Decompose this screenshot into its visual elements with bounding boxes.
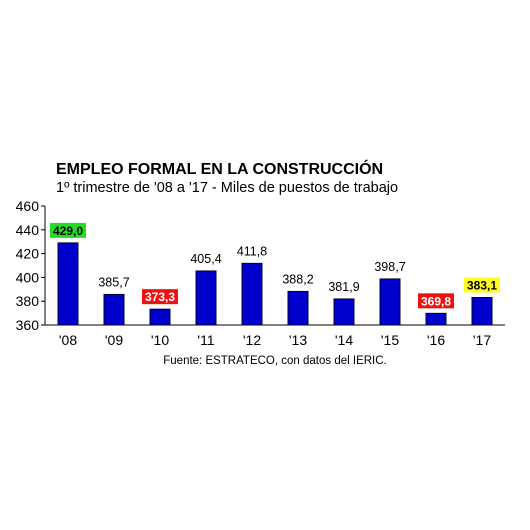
bar <box>103 293 125 326</box>
value-label-highlight <box>464 277 500 293</box>
bar <box>149 308 171 326</box>
y-tick-label: 400 <box>16 269 40 285</box>
x-tick-label: '14 <box>335 332 353 348</box>
chart-subtitle: 1º trimestre de '08 a '17 - Miles de pue… <box>56 180 399 196</box>
value-label-highlight <box>418 293 454 309</box>
bar <box>379 278 401 326</box>
chart-title: EMPLEO FORMAL EN LA CONSTRUCCIÓN <box>56 161 384 178</box>
source-note: Fuente: ESTRATECO, con datos del IERIC. <box>163 355 387 367</box>
bar <box>241 262 263 326</box>
value-label: 429,0 <box>53 224 83 238</box>
value-label: 388,2 <box>282 272 313 286</box>
x-tick-label: '10 <box>151 332 169 348</box>
value-label: 383,1 <box>467 279 497 293</box>
bar <box>471 297 493 326</box>
bar <box>333 298 355 326</box>
value-label: 385,7 <box>98 275 129 289</box>
y-tick-label: 360 <box>16 317 40 333</box>
x-tick-label: '08 <box>59 332 77 348</box>
bar <box>57 242 79 326</box>
value-label: 373,3 <box>145 290 175 304</box>
x-tick-label: '12 <box>243 332 261 348</box>
value-label: 369,8 <box>421 294 451 308</box>
x-tick-label: '16 <box>427 332 445 348</box>
y-tick-label: 380 <box>16 293 40 309</box>
y-tick-label: 420 <box>16 246 40 262</box>
x-tick-label: '17 <box>473 332 491 348</box>
value-label: 405,4 <box>190 252 221 266</box>
bar <box>195 270 217 326</box>
y-tick-label: 460 <box>16 198 40 214</box>
value-label-highlight <box>50 222 86 238</box>
value-label: 398,7 <box>374 260 405 274</box>
bars <box>57 242 493 326</box>
bar <box>425 312 447 326</box>
x-tick-label: '11 <box>197 332 214 348</box>
y-tick-label: 440 <box>16 222 40 238</box>
value-label: 411,8 <box>237 244 267 258</box>
x-tick-label: '15 <box>381 332 399 348</box>
value-label: 381,9 <box>328 280 359 294</box>
x-tick-label: '09 <box>105 332 123 348</box>
value-labels: '08 429,0 '09 385,7 '10 373,3 '11 405,4 '12 411,8… <box>50 222 500 348</box>
bar <box>287 290 309 326</box>
value-label-highlight <box>142 289 178 305</box>
x-tick-label: '13 <box>289 332 307 348</box>
